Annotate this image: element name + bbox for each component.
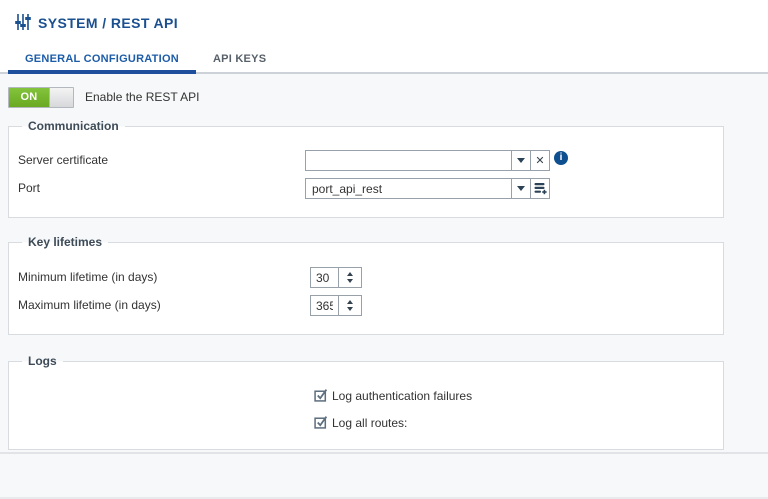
spinner-up-icon[interactable] bbox=[347, 300, 353, 304]
key-lifetimes-panel: Key lifetimes bbox=[8, 235, 724, 335]
toggle-on-state: ON bbox=[9, 88, 49, 107]
enable-rest-api-toggle[interactable]: ON bbox=[8, 87, 74, 108]
communication-legend: Communication bbox=[22, 119, 125, 134]
log-auth-failures-label: Log authentication failures bbox=[332, 389, 473, 403]
maximum-lifetime-input[interactable] bbox=[311, 296, 338, 315]
communication-panel: Communication bbox=[8, 119, 724, 218]
server-certificate-clear-button[interactable]: ✕ bbox=[530, 151, 549, 170]
enable-rest-api-label: Enable the REST API bbox=[85, 90, 200, 104]
server-certificate-dropdown-button[interactable] bbox=[511, 151, 530, 170]
spinner-down-icon[interactable] bbox=[347, 279, 353, 283]
port-label: Port bbox=[18, 181, 41, 195]
page-title: SYSTEM / REST API bbox=[38, 15, 179, 31]
clear-x-icon: ✕ bbox=[535, 155, 545, 167]
logs-panel: Logs bbox=[8, 354, 724, 450]
info-icon[interactable]: i bbox=[554, 151, 568, 165]
log-auth-failures-checkbox checkbox-checked-icon[interactable] bbox=[314, 388, 328, 402]
port-dropdown-button[interactable] bbox=[511, 179, 530, 198]
sliders-icon bbox=[15, 14, 31, 30]
maximum-lifetime-label: Maximum lifetime (in days) bbox=[18, 298, 161, 312]
server-certificate-label: Server certificate bbox=[18, 153, 109, 167]
log-all-routes-label: Log all routes: bbox=[332, 416, 408, 430]
add-object-icon bbox=[534, 183, 547, 195]
tab-api-keys[interactable]: API KEYS bbox=[212, 53, 267, 65]
spinner-buttons bbox=[338, 296, 361, 315]
minimum-lifetime-label: Minimum lifetime (in days) bbox=[18, 270, 158, 284]
port-add-object-button[interactable] bbox=[530, 179, 549, 198]
key-lifetimes-legend: Key lifetimes bbox=[22, 235, 109, 250]
server-certificate-input[interactable] bbox=[306, 151, 511, 170]
bottom-edge bbox=[0, 497, 768, 499]
toggle-handle bbox=[49, 88, 73, 107]
logs-legend: Logs bbox=[22, 354, 63, 369]
log-all-routes-checkbox checkbox-checked-icon[interactable] bbox=[314, 415, 328, 429]
port-input[interactable] bbox=[306, 179, 511, 198]
server-certificate-combobox: ✕ bbox=[305, 150, 550, 171]
bottom-divider bbox=[0, 452, 768, 454]
chevron-down-icon bbox=[517, 158, 525, 163]
spinner-down-icon[interactable] bbox=[347, 307, 353, 311]
minimum-lifetime-spinner bbox=[310, 267, 362, 288]
tab-general-configuration[interactable]: GENERAL CONFIGURATION bbox=[8, 48, 196, 74]
tabbar-divider bbox=[0, 72, 768, 74]
minimum-lifetime-input[interactable] bbox=[311, 268, 338, 287]
spinner-up-icon[interactable] bbox=[347, 272, 353, 276]
page-header: SYSTEM / REST API GENERAL CONFIGURATION … bbox=[0, 0, 768, 74]
port-combobox bbox=[305, 178, 550, 199]
tabbar: GENERAL CONFIGURATION API KEYS bbox=[8, 48, 283, 74]
spinner-buttons bbox=[338, 268, 361, 287]
maximum-lifetime-spinner bbox=[310, 295, 362, 316]
chevron-down-icon bbox=[517, 186, 525, 191]
